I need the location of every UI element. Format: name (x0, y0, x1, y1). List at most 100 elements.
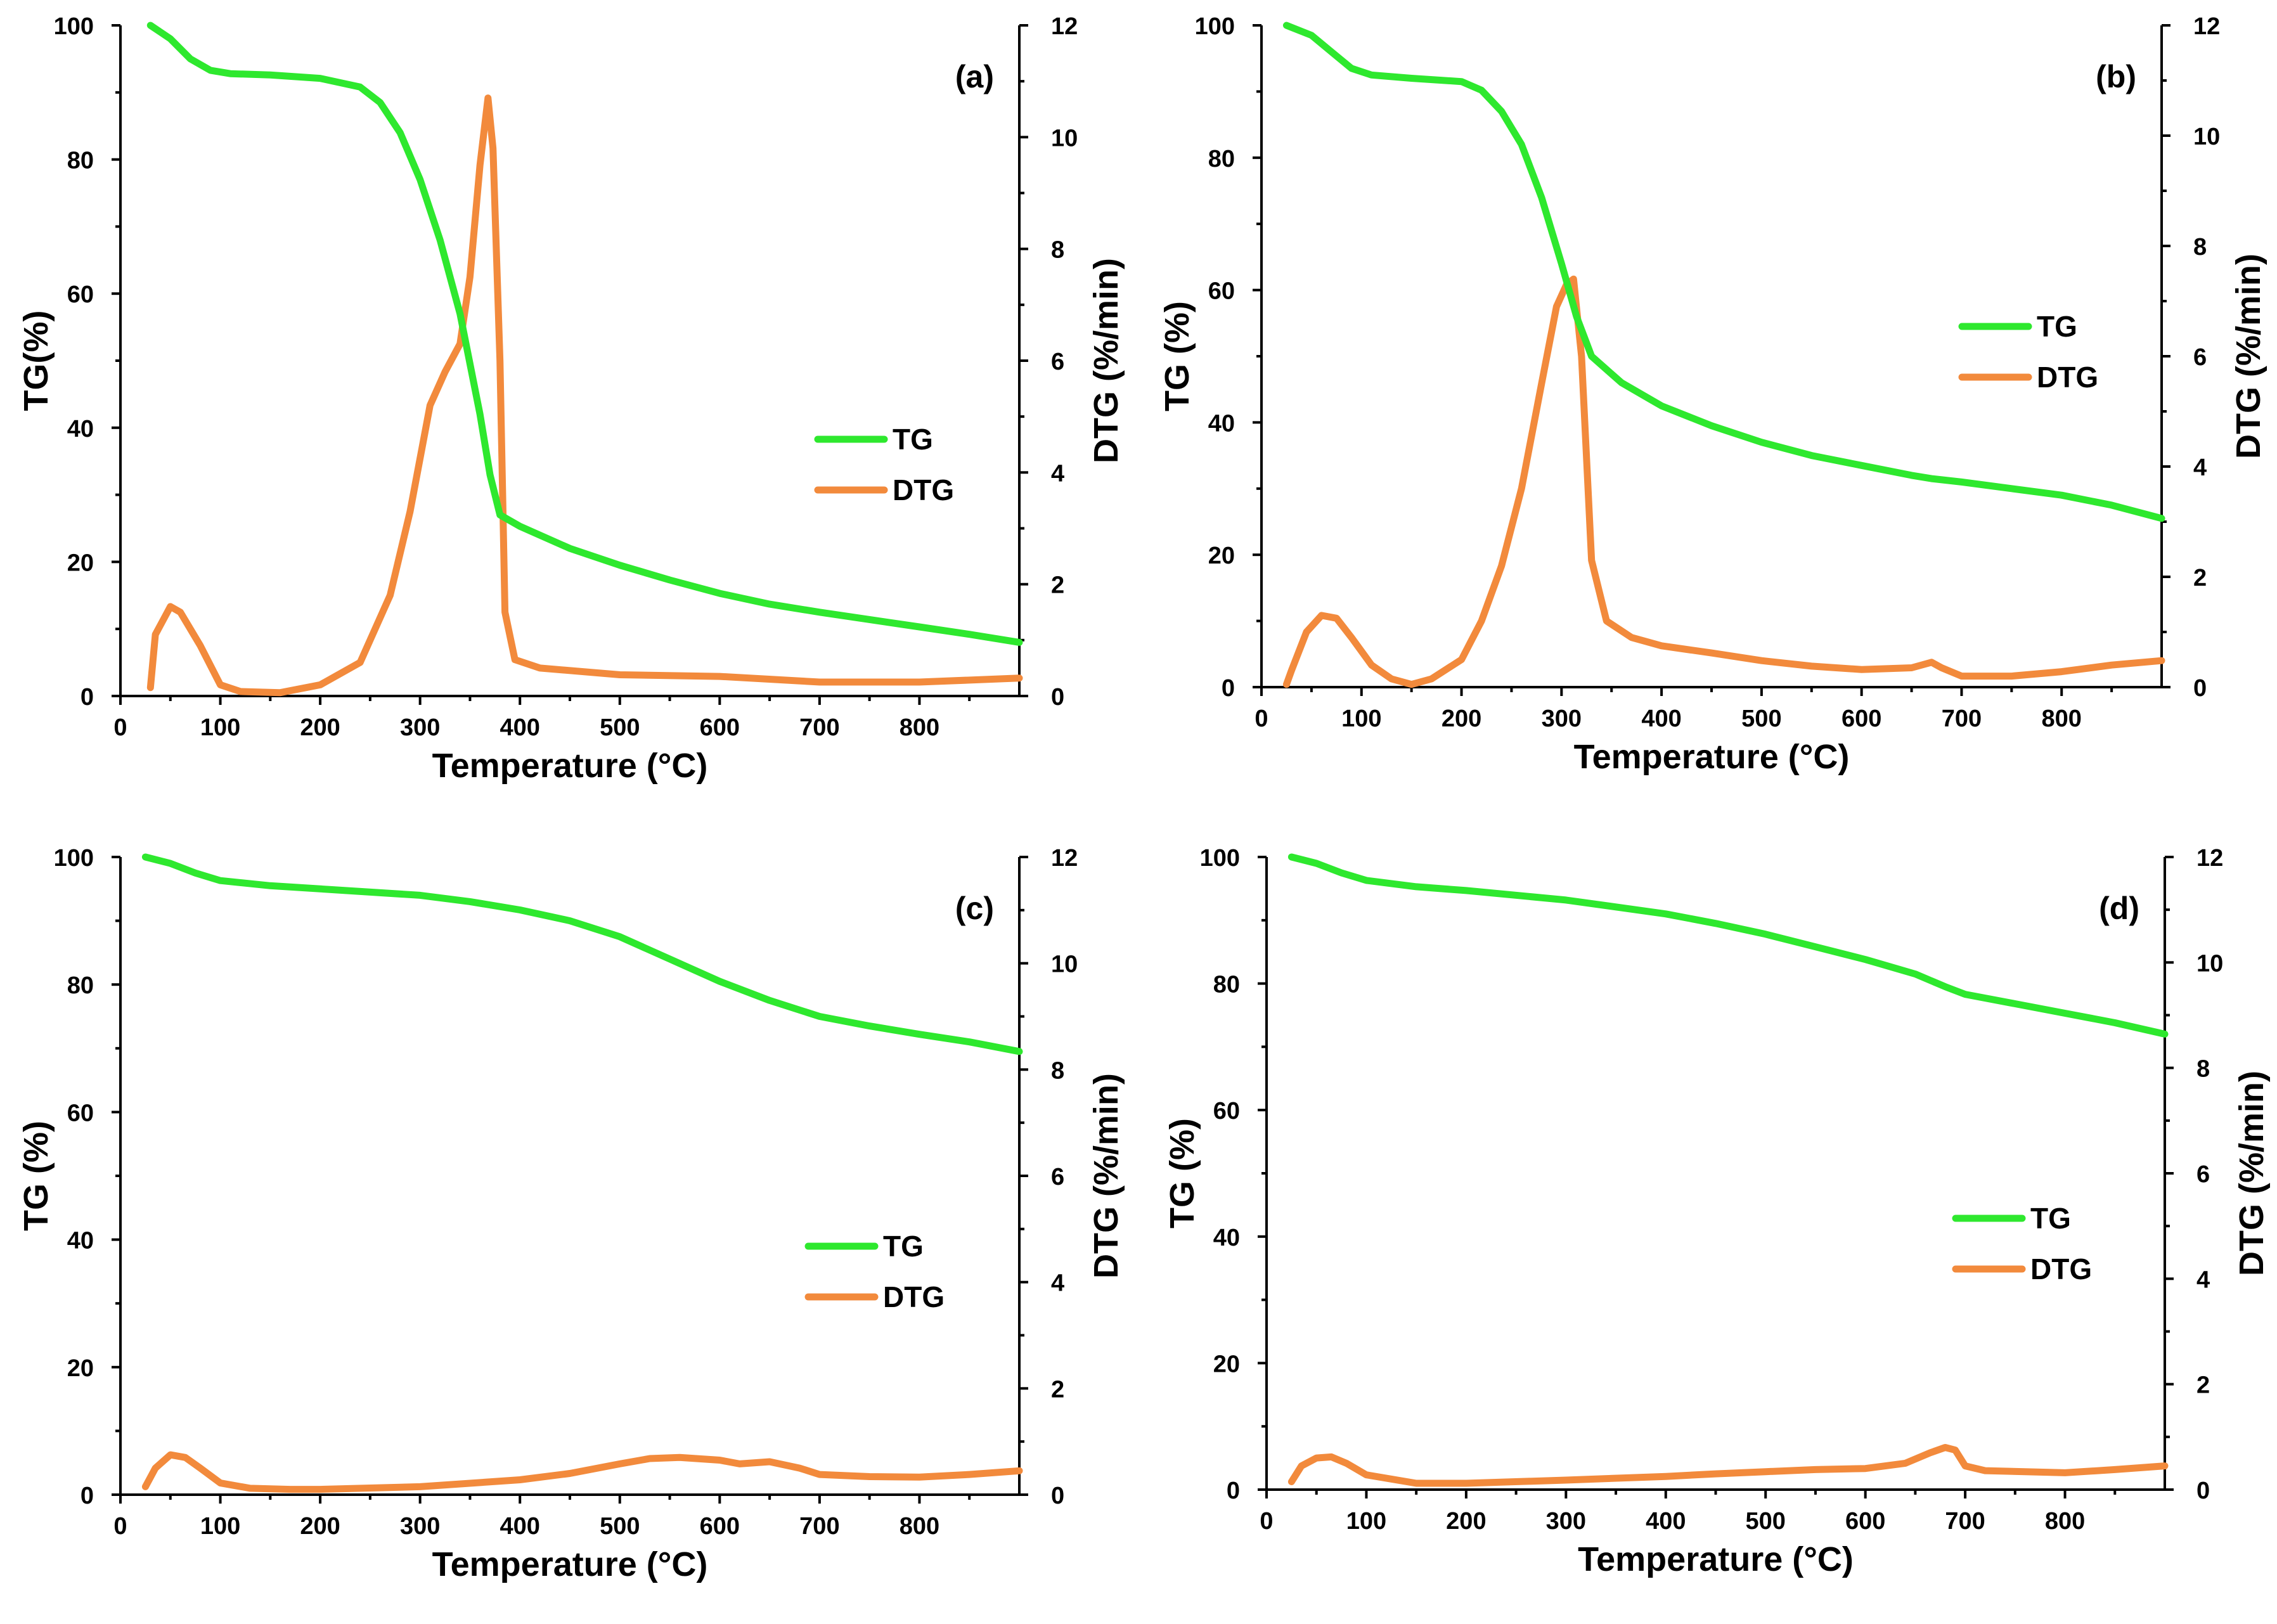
right-y-tick-label: 8 (2196, 1056, 2210, 1083)
right-y-tick-label: 4 (1051, 1270, 1064, 1297)
panel-c: 0 100 200 300 400 500 600 700 800 0 20 40 60 80 100 0 2 4… (17, 845, 1125, 1583)
right-y-tick-label: 8 (1051, 237, 1064, 264)
right-y-tick-label: 8 (1051, 1057, 1064, 1084)
panel-a: 0 100 200 300 400 500 600 700 800 0 20 40 60 80 100 0 2 4… (17, 13, 1125, 785)
left-y-tick-label: 20 (67, 550, 94, 576)
series-dtg-line (141, 1451, 1023, 1493)
x-tick-label: 600 (700, 1513, 740, 1540)
left-y-tick-label: 40 (1213, 1225, 1240, 1251)
right-y-tick-label: 10 (1051, 951, 1078, 978)
right-y-tick-label: 12 (2196, 845, 2223, 872)
right-y-axis-title: DTG (%/min) (2233, 1071, 2271, 1276)
left-y-tick-label: 100 (54, 13, 94, 40)
right-y-axis-title: DTG (%/min) (2229, 254, 2267, 459)
right-y-tick-label: 4 (1051, 460, 1064, 487)
left-y-tick-label: 0 (81, 684, 94, 711)
left-y-tick-label: 100 (54, 845, 94, 872)
right-y-tick-label: 4 (2196, 1266, 2210, 1293)
right-y-tick-label: 10 (2196, 950, 2223, 977)
legend-label-tg: TG (2030, 1202, 2071, 1235)
x-tick-label: 200 (300, 1513, 340, 1540)
series-tg-line (146, 22, 1023, 646)
x-tick-label: 400 (1646, 1508, 1686, 1535)
left-y-tick-label: 80 (1213, 972, 1240, 998)
left-y-tick-label: 0 (81, 1483, 94, 1509)
x-tick-label: 300 (400, 1513, 440, 1540)
right-y-tick-label: 8 (2193, 234, 2207, 261)
right-y-tick-label: 2 (2193, 565, 2207, 591)
x-tick-label: 400 (500, 1513, 540, 1540)
x-axis-title: Temperature (°C) (1574, 738, 1850, 776)
x-tick-label: 500 (600, 714, 640, 741)
right-y-tick-label: 10 (2193, 124, 2220, 150)
left-y-tick-label: 100 (1195, 13, 1235, 40)
right-y-tick-label: 12 (2193, 13, 2220, 40)
left-y-tick-label: 20 (67, 1355, 94, 1382)
x-tick-label: 100 (200, 1513, 240, 1540)
legend-label-dtg: DTG (2037, 361, 2098, 394)
right-y-tick-label: 0 (1051, 1483, 1064, 1509)
left-y-tick-label: 40 (67, 1228, 94, 1254)
series-tg-line (1287, 853, 2169, 1038)
right-y-tick-label: 0 (2193, 675, 2207, 702)
left-y-tick-label: 80 (1208, 146, 1235, 172)
x-tick-label: 500 (1746, 1508, 1786, 1535)
left-y-tick-label: 0 (1222, 675, 1235, 702)
x-tick-label: 600 (1845, 1508, 1885, 1535)
x-tick-label: 800 (2045, 1508, 2085, 1535)
panel-label: (a) (955, 59, 994, 94)
x-tick-label: 400 (1641, 706, 1681, 732)
left-y-tick-label: 80 (67, 148, 94, 174)
series-tg-line (141, 853, 1023, 1055)
x-tick-label: 0 (113, 1513, 127, 1540)
x-tick-label: 600 (1842, 706, 1881, 732)
x-tick-label: 0 (113, 714, 127, 741)
x-tick-label: 700 (1942, 706, 1982, 732)
series-tg-line (1282, 22, 2165, 522)
x-tick-label: 300 (400, 714, 440, 741)
right-y-axis-title: DTG (%/min) (1087, 1073, 1125, 1279)
x-tick-label: 0 (1255, 706, 1268, 732)
left-y-axis-title: TG(%) (17, 311, 55, 411)
x-tick-label: 100 (200, 714, 240, 741)
x-axis-title: Temperature (°C) (432, 1545, 708, 1583)
x-tick-label: 200 (1442, 706, 1481, 732)
right-y-tick-label: 6 (1051, 349, 1064, 375)
left-y-tick-label: 0 (1227, 1478, 1240, 1504)
right-y-tick-label: 6 (2193, 344, 2207, 371)
left-y-tick-label: 40 (67, 416, 94, 442)
panel-label: (d) (2099, 891, 2139, 926)
left-y-tick-label: 20 (1213, 1351, 1240, 1377)
left-y-axis-title: TG (%) (1158, 301, 1196, 411)
x-tick-label: 200 (1446, 1508, 1486, 1535)
right-y-tick-label: 6 (1051, 1164, 1064, 1190)
x-tick-label: 500 (600, 1513, 640, 1540)
x-tick-label: 800 (900, 714, 939, 741)
legend-label-tg: TG (893, 423, 933, 456)
left-y-tick-label: 60 (67, 281, 94, 308)
right-y-tick-label: 2 (1051, 1376, 1064, 1403)
legend-label-tg: TG (883, 1230, 924, 1263)
right-y-tick-label: 0 (2196, 1478, 2210, 1504)
left-y-axis-title: TG (%) (17, 1121, 55, 1231)
x-axis-title: Temperature (°C) (1578, 1540, 1854, 1578)
legend-label-dtg: DTG (883, 1280, 945, 1313)
x-tick-label: 700 (1945, 1508, 1985, 1535)
x-tick-label: 300 (1546, 1508, 1586, 1535)
right-y-tick-label: 4 (2193, 454, 2207, 481)
left-y-tick-label: 20 (1208, 543, 1235, 569)
legend-label-tg: TG (2037, 310, 2077, 343)
legend-label-dtg: DTG (2030, 1253, 2092, 1286)
x-tick-label: 100 (1341, 706, 1381, 732)
left-y-tick-label: 40 (1208, 410, 1235, 437)
x-tick-label: 700 (799, 1513, 839, 1540)
x-tick-label: 800 (2042, 706, 2082, 732)
x-axis-title: Temperature (°C) (432, 747, 708, 785)
right-y-axis-title: DTG (%/min) (1087, 258, 1125, 463)
right-y-tick-label: 2 (2196, 1372, 2210, 1399)
left-y-tick-label: 100 (1200, 845, 1240, 872)
right-y-tick-label: 2 (1051, 572, 1064, 599)
x-tick-label: 800 (900, 1513, 939, 1540)
panel-label: (b) (2096, 59, 2136, 94)
